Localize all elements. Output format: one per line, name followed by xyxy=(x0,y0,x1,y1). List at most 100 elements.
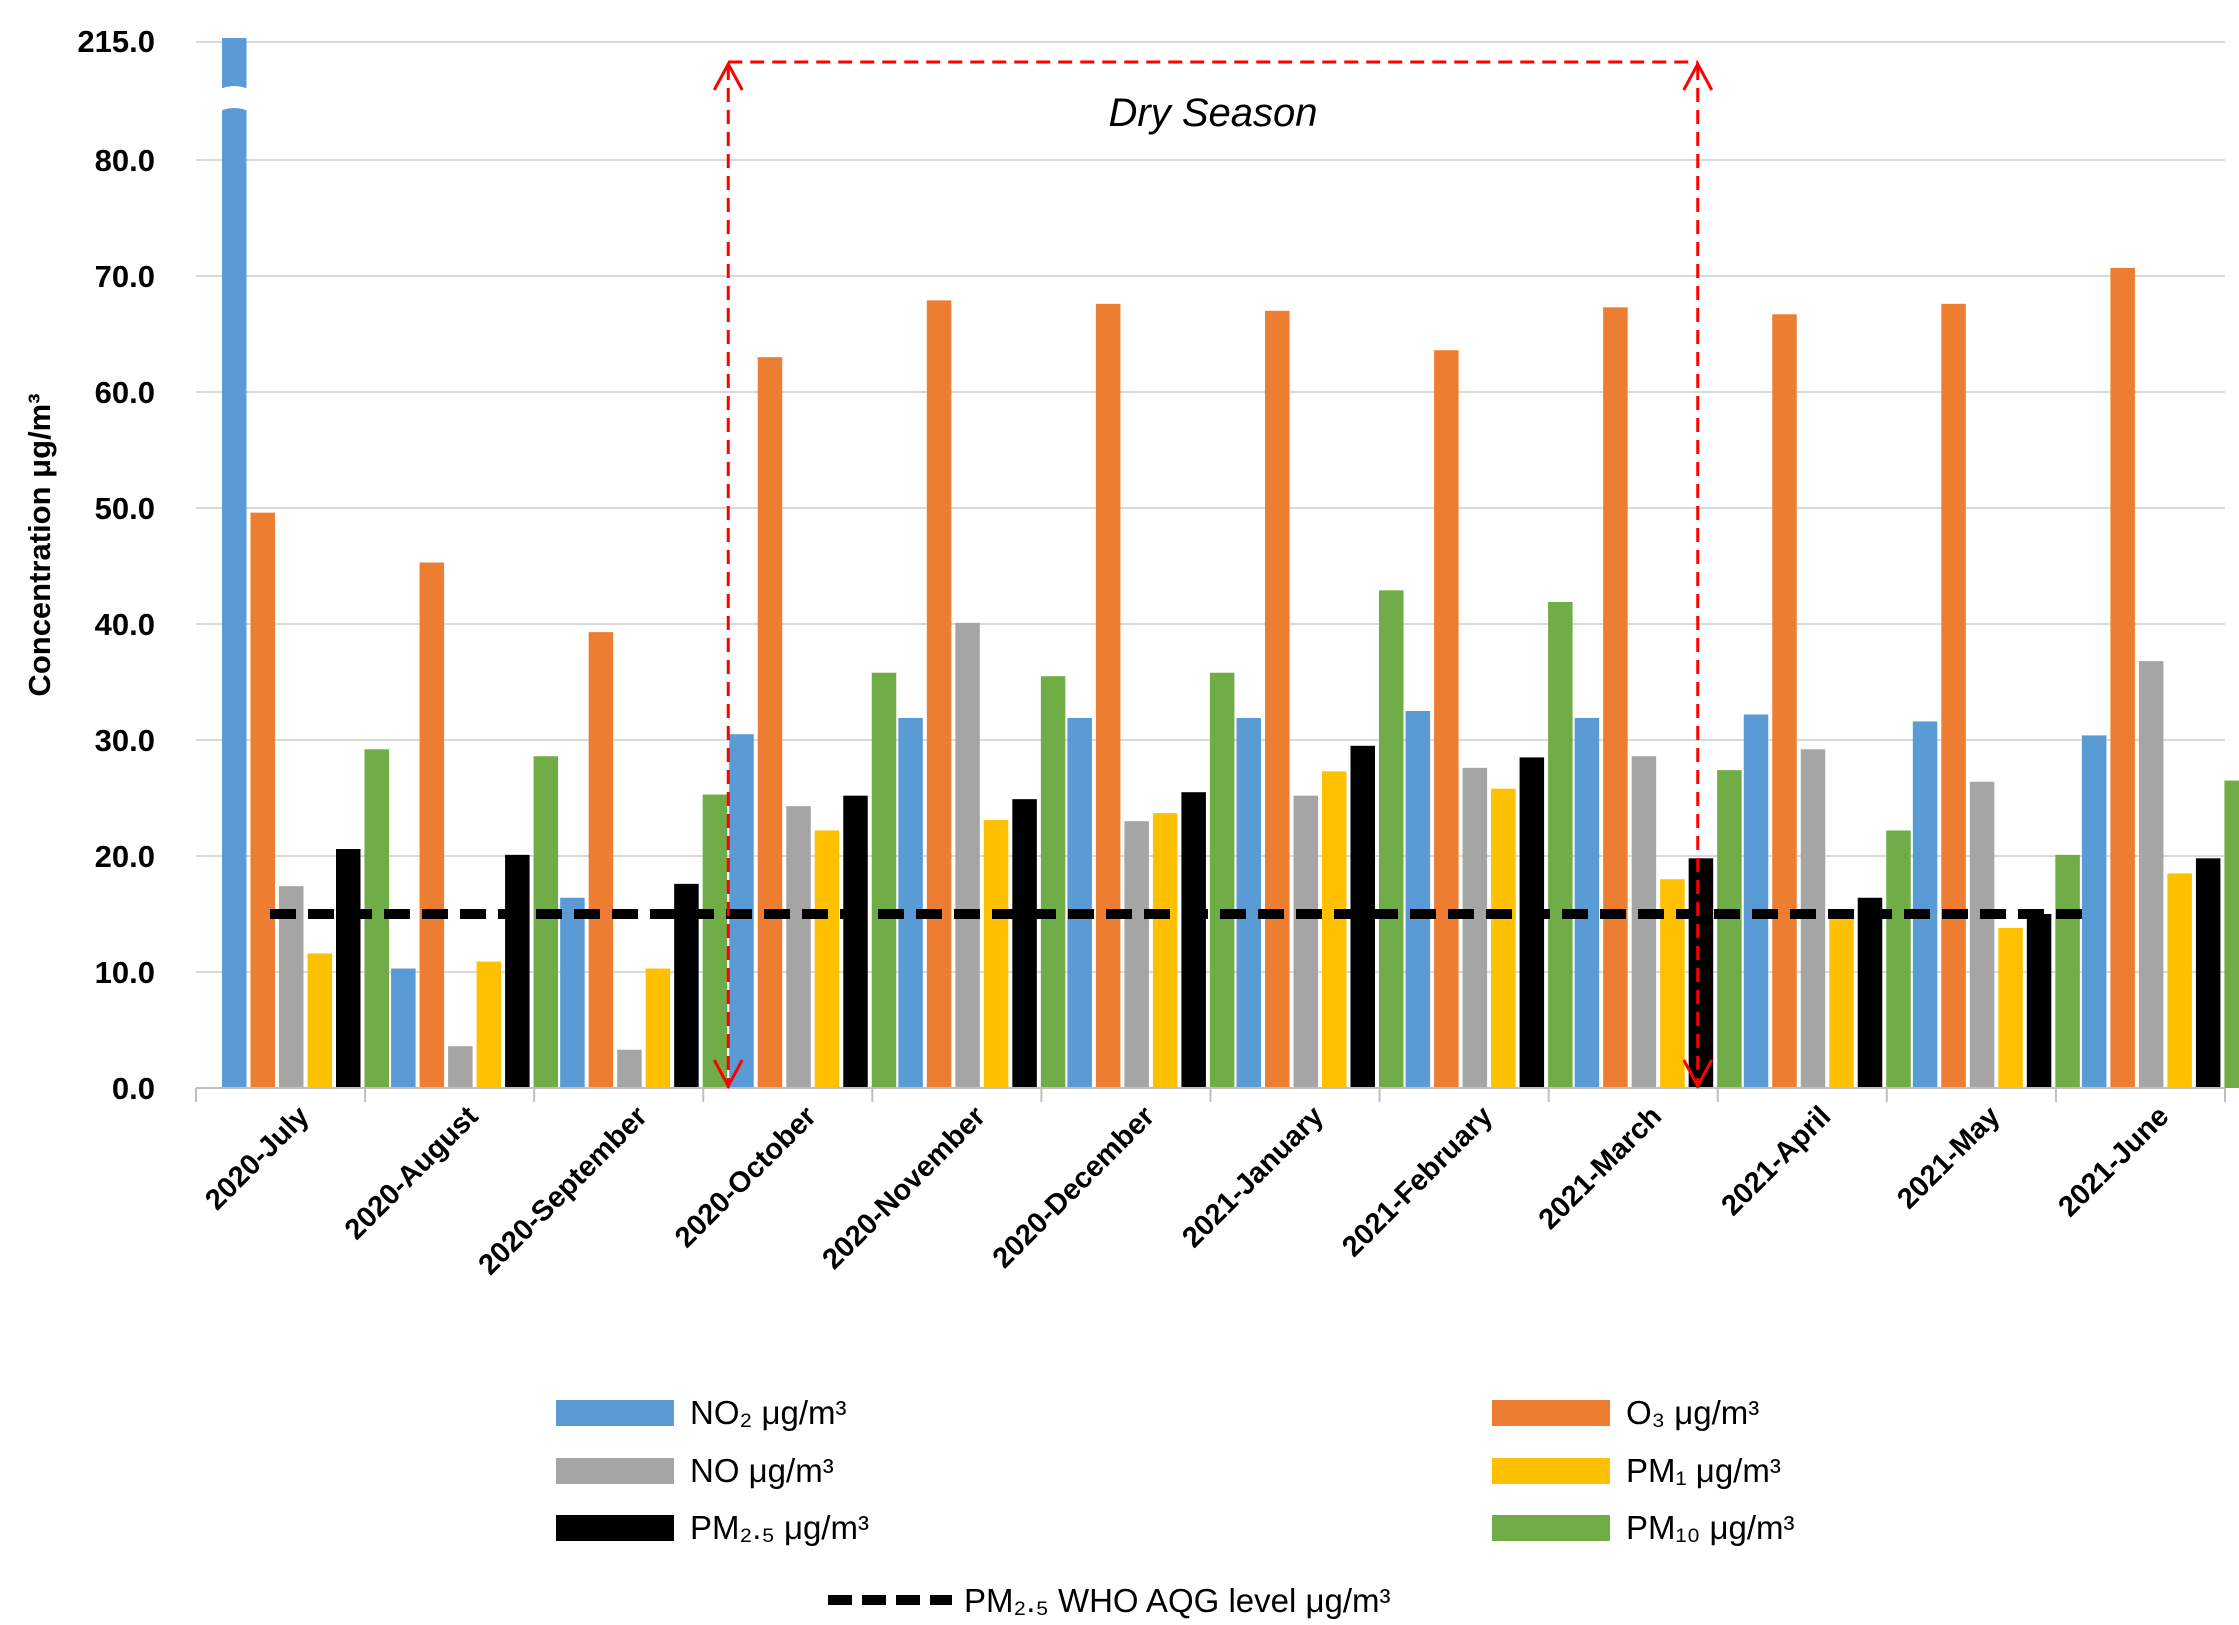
y-tick-label: 10.0 xyxy=(95,955,155,990)
dry-season-annotation: Dry Season xyxy=(712,60,1714,1090)
bar-o-g-m-2020-july xyxy=(250,512,275,1088)
bar-no-g-m-2020-october xyxy=(786,806,811,1088)
bar-o-g-m-2021-february xyxy=(1434,350,1459,1088)
legend-swatch-pm-g-m xyxy=(1492,1458,1610,1484)
bar-no-g-m-2021-march xyxy=(1574,717,1600,1088)
bar-pm-g-m-2020-july xyxy=(307,953,332,1088)
bar-pm-g-m-2020-september xyxy=(702,794,728,1088)
y-tick-label: 40.0 xyxy=(95,607,155,642)
legend-label: O₃ μg/m³ xyxy=(1626,1394,1759,1431)
legend-swatch-no-g-m xyxy=(556,1458,674,1484)
bar-no-g-m-2021-february xyxy=(1462,767,1488,1088)
y-tick-labels: 0.0 10.0 20.0 30.0 40.0 50.0 60.0 70.0 80.0 215.0 xyxy=(77,24,155,1106)
bar-pm-g-m-2020-december xyxy=(1209,672,1235,1088)
bar-pm-g-m-2021-april xyxy=(1886,830,1911,1088)
x-tick-label: 2021-April xyxy=(1715,1100,1837,1222)
bar-pm-g-m-2020-august xyxy=(505,854,530,1088)
y-axis-title: Concentration μg/m³ xyxy=(22,393,57,696)
x-tick-label: 2020-October xyxy=(669,1100,823,1254)
arrow-head-up xyxy=(712,60,744,91)
bar-pm-g-m-2021-february xyxy=(1519,757,1545,1088)
bar-pm-g-m-2020-august xyxy=(533,756,559,1088)
bar-no-g-m-2021-january xyxy=(1293,795,1318,1088)
x-tick-label: 2020-December xyxy=(987,1100,1161,1274)
bar-pm-g-m-2021-june xyxy=(2195,858,2221,1088)
x-tick-label: 2020-November xyxy=(816,1100,991,1275)
bar-pm-g-m-2020-october xyxy=(871,672,897,1088)
legend-swatch-pm-g-m xyxy=(556,1515,674,1541)
bar-pm-g-m-2020-august xyxy=(476,961,502,1088)
y-tick-label: 80.0 xyxy=(95,143,155,178)
legend-label: NO₂ μg/m³ xyxy=(690,1394,847,1431)
x-tick-label: 2021-January xyxy=(1176,1100,1330,1254)
bar-o-g-m-2020-september xyxy=(588,632,614,1088)
bar-pm-g-m-2021-june xyxy=(2167,873,2192,1088)
bar-no-g-m-2021-february xyxy=(1405,711,1431,1088)
x-tick-label: 2021-March xyxy=(1533,1100,1668,1235)
bar-pm-g-m-2020-september xyxy=(645,968,671,1088)
x-tick-label: 2021-May xyxy=(1891,1100,2006,1215)
bar-o-g-m-2021-may xyxy=(1941,303,1966,1089)
bar-o-g-m-2020-december xyxy=(1095,303,1121,1089)
bar-pm-g-m-2021-may xyxy=(2055,854,2080,1088)
bar-pm-g-m-2020-october xyxy=(843,795,868,1088)
dry-season-label: Dry Season xyxy=(1109,91,1318,135)
bar-o-g-m-2020-august xyxy=(419,562,445,1088)
bar-no-g-m-2020-december xyxy=(1124,821,1149,1088)
legend-swatch-no-g-m xyxy=(556,1400,674,1426)
bar-pm-g-m-2021-april xyxy=(1829,916,1854,1088)
bar-o-g-m-2021-april xyxy=(1772,314,1797,1088)
bar-pm-g-m-2020-december xyxy=(1181,792,1206,1088)
bar-no-g-m-2020-august xyxy=(448,1046,473,1088)
bar-pm-g-m-2020-november xyxy=(1012,799,1037,1088)
bar-pm-g-m-2021-may xyxy=(2026,914,2052,1088)
bar-no-g-m-2020-september xyxy=(560,897,585,1088)
legend: NO₂ μg/m³ O₃ μg/m³ NO μg/m³ PM₁ μg/m³ PM₂.₅ … xyxy=(556,1394,1795,1619)
legend-swatch-pm-g-m xyxy=(1492,1515,1610,1541)
legend-swatch-o-g-m xyxy=(1492,1400,1610,1426)
bar-pm-g-m-2020-november xyxy=(983,820,1009,1088)
bar-no-g-m-2021-june xyxy=(2138,661,2164,1088)
bar-no-g-m-2021-june xyxy=(2081,735,2107,1088)
arrow-head-up xyxy=(1682,60,1714,91)
bar-pm-g-m-2021-january xyxy=(1322,771,1347,1088)
legend-label: PM₁₀ μg/m³ xyxy=(1626,1509,1795,1546)
bar-no-g-m-2020-august xyxy=(391,968,416,1088)
bars xyxy=(218,38,2239,1089)
bar-pm-g-m-2021-january xyxy=(1379,590,1404,1088)
bar-o-g-m-2020-november xyxy=(926,300,952,1088)
bar-o-g-m-2020-october xyxy=(757,357,783,1088)
bar-pm-g-m-2020-november xyxy=(1040,676,1066,1088)
bar-pm-g-m-2021-march xyxy=(1688,858,1714,1088)
bar-o-g-m-2021-june xyxy=(2110,267,2135,1088)
bar-pm-g-m-2021-may xyxy=(1998,927,2023,1088)
bar-no-g-m-2021-january xyxy=(1236,717,1261,1088)
legend-label: PM₂.₅ WHO AQG level μg/m³ xyxy=(964,1582,1391,1619)
x-tick-label: 2020-August xyxy=(339,1100,485,1246)
bar-no-g-m-2021-april xyxy=(1743,714,1769,1088)
bar-no-g-m-2021-may xyxy=(1912,721,1938,1088)
y-break-label: 215.0 xyxy=(77,24,155,59)
y-tick-label: 70.0 xyxy=(95,259,155,294)
y-tick-label: 0.0 xyxy=(112,1071,155,1106)
bar-pm-g-m-2021-june xyxy=(2224,780,2239,1088)
x-tick-label: 2020-July xyxy=(199,1100,315,1216)
bar-pm-g-m-2020-october xyxy=(814,830,840,1088)
axis-break-gap xyxy=(218,86,251,112)
bar-pm-g-m-2020-july xyxy=(336,849,361,1088)
legend-label: PM₂.₅ μg/m³ xyxy=(690,1509,869,1546)
y-tick-label: 50.0 xyxy=(95,491,155,526)
y-tick-label: 20.0 xyxy=(95,839,155,874)
bar-no-g-m-2020-december xyxy=(1067,717,1092,1088)
legend-label: NO μg/m³ xyxy=(690,1452,834,1489)
legend-label: PM₁ μg/m³ xyxy=(1626,1452,1781,1489)
bar-o-g-m-2021-march xyxy=(1603,307,1628,1088)
bar-pm-g-m-2021-april xyxy=(1857,897,1883,1088)
bar-pm-g-m-2021-february xyxy=(1491,788,1516,1088)
bar-pm-g-m-2021-march xyxy=(1717,770,1742,1088)
bar-no-g-m-2020-july xyxy=(279,886,304,1088)
bar-no-g-m-2021-march xyxy=(1631,756,1657,1088)
bar-no-g-m-2020-november xyxy=(955,622,980,1088)
